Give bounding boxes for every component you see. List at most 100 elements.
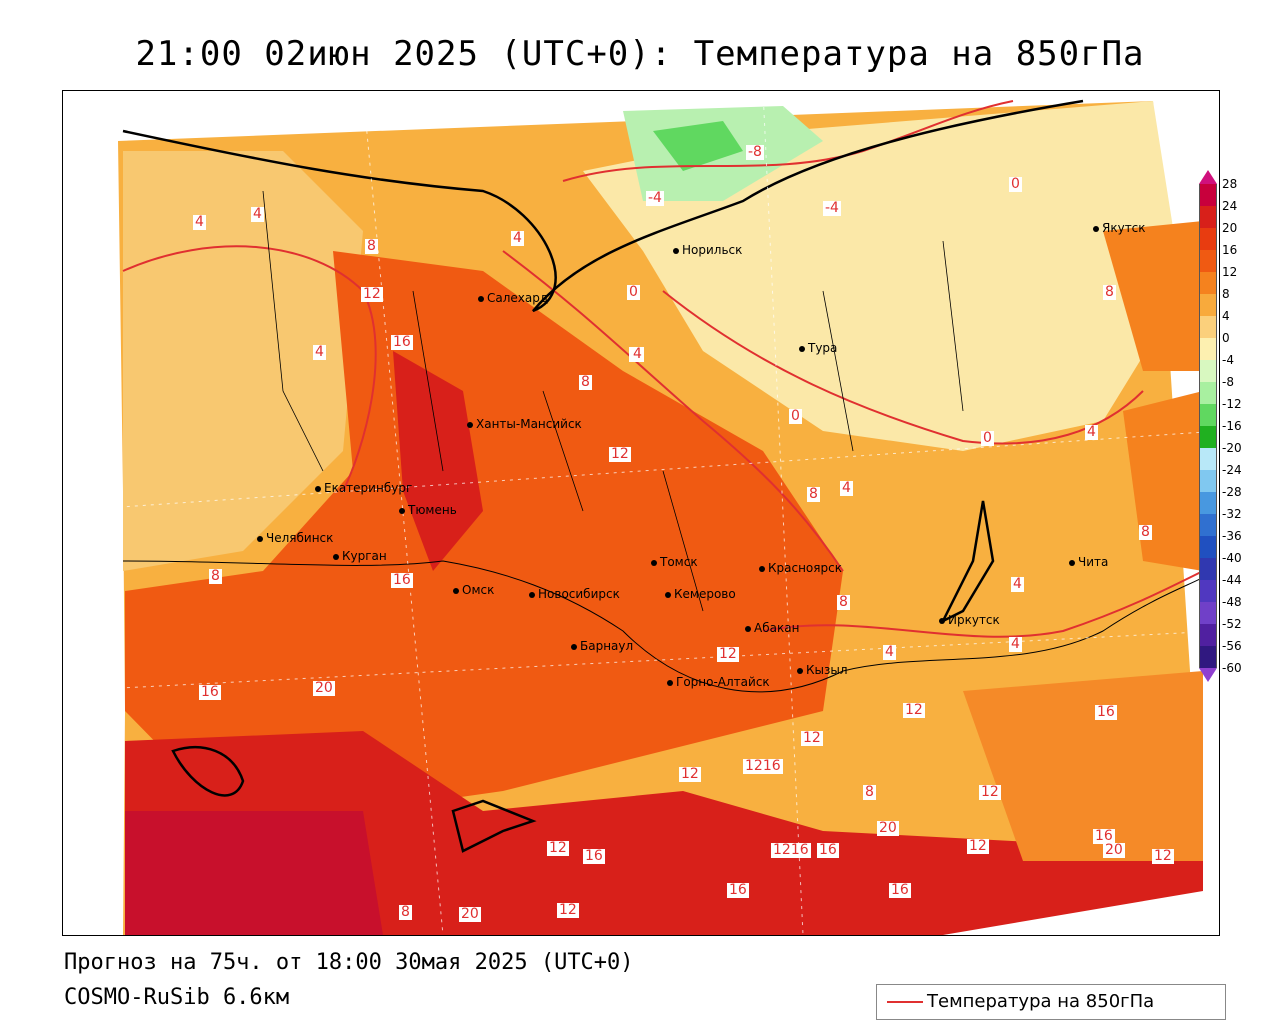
contour-label: 12 — [903, 702, 925, 718]
city-marker: Тура — [799, 341, 837, 355]
page-title: 21:00 02июн 2025 (UTC+0): Температура на… — [135, 34, 1145, 74]
city-dot-icon — [333, 553, 339, 560]
city-dot-icon — [745, 625, 751, 632]
hottest-zone — [125, 811, 383, 935]
city-dot-icon — [529, 591, 535, 598]
contour-label: 8 — [807, 486, 820, 502]
contour-label: 4 — [1009, 636, 1022, 652]
east-warm-zone — [1103, 221, 1203, 371]
contour-label: -8 — [746, 144, 764, 160]
city-dot-icon — [399, 507, 405, 514]
city-marker: Курган — [333, 549, 387, 563]
contour-label: 12 — [609, 446, 631, 462]
forecast-info: Прогноз на 75ч. от 18:00 30мая 2025 (UTC… — [64, 950, 634, 975]
contour-label: 20 — [459, 906, 481, 922]
contour-label: 12 — [557, 902, 579, 918]
contour-label: 16 — [817, 842, 839, 858]
colorbar-segment — [1199, 448, 1217, 470]
colorbar-segment — [1199, 624, 1217, 646]
contour-label: 16 — [889, 882, 911, 898]
city-marker: Норильск — [673, 243, 742, 257]
colorbar-tick-label: -44 — [1222, 573, 1242, 587]
colorbar-segment — [1199, 536, 1217, 558]
grid-lines — [63, 91, 1219, 935]
model-info: COSMO-RuSib 6.6км — [64, 985, 290, 1010]
temperature-map: -8 -4 -4 0 4 4 4 4 4 8 12 16 0 4 8 0 0 4… — [62, 90, 1220, 936]
colorbar-tick-label: -40 — [1222, 551, 1242, 565]
coastline — [122, 99, 1084, 313]
colorbar-segment — [1199, 382, 1217, 404]
colorbar-segment — [1199, 206, 1217, 228]
colorbar-tick-label: -24 — [1222, 463, 1242, 477]
city-marker: Красноярск — [759, 561, 842, 575]
contour-label: 0 — [789, 408, 802, 424]
city-marker: Кемерово — [665, 587, 736, 601]
colorbar-segment — [1199, 338, 1217, 360]
contour-label: 16 — [391, 572, 413, 588]
colorbar-tick-label: 16 — [1222, 243, 1238, 257]
city-marker: Новосибирск — [529, 587, 620, 601]
contour-label: 8 — [579, 374, 592, 390]
southeast-warm-zone — [963, 671, 1203, 861]
region-borders — [262, 190, 964, 612]
contour-label: 8 — [209, 568, 222, 584]
colder-zone — [653, 121, 743, 171]
colorbar — [1199, 170, 1217, 682]
contour-label: 4 — [1085, 424, 1098, 440]
contour-label: 8 — [399, 904, 412, 920]
city-dot-icon — [665, 591, 671, 598]
city-marker: Горно-Алтайск — [667, 675, 770, 689]
contour-label: 12 — [717, 646, 739, 662]
colorbar-tick-label: 20 — [1222, 221, 1238, 235]
contour-line — [502, 250, 844, 572]
colorbar-tick-label: -20 — [1222, 441, 1242, 455]
contour-label: 12 — [361, 286, 383, 302]
contour-label: -4 — [646, 190, 664, 206]
contour-label: 20 — [1103, 842, 1125, 858]
colorbar-tick-label: -52 — [1222, 617, 1242, 631]
city-dot-icon — [667, 679, 673, 686]
colorbar-tick-label: 4 — [1222, 309, 1230, 323]
legend-line-icon — [887, 1001, 923, 1003]
city-marker: Екатеринбург — [315, 481, 412, 495]
colorbar-tick-label: -56 — [1222, 639, 1242, 653]
contour-label: 16 — [727, 882, 749, 898]
contour-label: 12 — [547, 840, 569, 856]
city-dot-icon — [1093, 225, 1099, 232]
contour-label: 16 — [1093, 828, 1115, 844]
colorbar-bottom-arrow-icon — [1199, 668, 1217, 682]
colorbar-tick-label: -48 — [1222, 595, 1242, 609]
colorbar-segment — [1199, 316, 1217, 338]
colorbar-tick-label: -16 — [1222, 419, 1242, 433]
city-dot-icon — [651, 559, 657, 566]
contour-label: 0 — [981, 430, 994, 446]
colorbar-segment — [1199, 184, 1217, 206]
colorbar-segment — [1199, 558, 1217, 580]
city-dot-icon — [257, 535, 263, 542]
colorbar-segment — [1199, 426, 1217, 448]
city-marker: Томск — [651, 555, 698, 569]
city-dot-icon — [799, 345, 805, 352]
colorbar-tick-label: -4 — [1222, 353, 1234, 367]
city-dot-icon — [1069, 559, 1075, 566]
colorbar-tick-label: -32 — [1222, 507, 1242, 521]
city-marker: Барнаул — [571, 639, 633, 653]
colorbar-tick-label: -36 — [1222, 529, 1242, 543]
city-dot-icon — [315, 485, 321, 492]
city-marker: Салехард — [478, 291, 548, 305]
city-dot-icon — [478, 295, 484, 302]
contour-label: 4 — [840, 480, 853, 496]
contour-label: 16 — [391, 334, 413, 350]
contour-label: 8 — [1103, 284, 1116, 300]
city-marker: Омск — [453, 583, 494, 597]
contour-label: 4 — [631, 346, 644, 362]
colorbar-segment — [1199, 646, 1217, 668]
contour-label: 4 — [251, 206, 264, 222]
legend: Температура на 850гПа — [876, 984, 1226, 1020]
colorbar-segment — [1199, 514, 1217, 536]
contour-label: 16 — [583, 848, 605, 864]
colorbar-segment — [1199, 360, 1217, 382]
legend-label: Температура на 850гПа — [927, 991, 1155, 1012]
balkhash-outline — [451, 799, 537, 853]
colorbar-tick-label: 8 — [1222, 287, 1230, 301]
